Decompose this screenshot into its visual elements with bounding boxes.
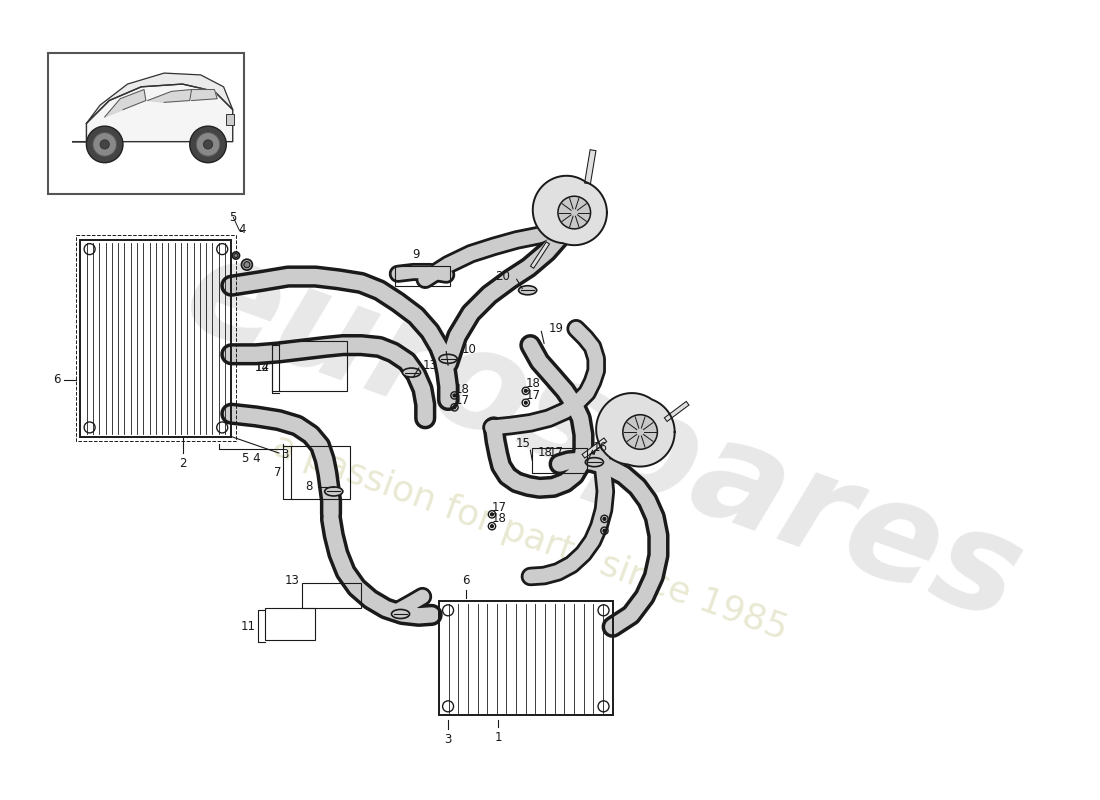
Text: 17: 17: [492, 502, 507, 514]
Bar: [76, 235, 235, 441]
Circle shape: [558, 196, 591, 229]
Polygon shape: [87, 73, 233, 123]
Text: 17: 17: [526, 389, 541, 402]
Circle shape: [204, 140, 212, 149]
Text: 17: 17: [549, 446, 563, 458]
Bar: [227, 114, 233, 126]
Bar: [301, 583, 361, 609]
Text: a passion for parts since 1985: a passion for parts since 1985: [268, 428, 792, 646]
Circle shape: [196, 133, 220, 156]
Circle shape: [232, 252, 240, 259]
Ellipse shape: [403, 368, 420, 377]
Text: 13: 13: [285, 574, 300, 586]
Circle shape: [453, 406, 455, 409]
Polygon shape: [73, 84, 233, 142]
Bar: [279, 341, 348, 391]
Circle shape: [525, 402, 527, 404]
Circle shape: [87, 126, 123, 162]
Text: 13: 13: [422, 358, 438, 372]
Text: 12: 12: [255, 361, 270, 374]
Circle shape: [100, 140, 109, 149]
Ellipse shape: [324, 487, 343, 496]
Text: 4: 4: [239, 222, 246, 235]
Bar: [47, 53, 244, 194]
Text: 10: 10: [462, 343, 476, 356]
Text: 16: 16: [593, 441, 607, 454]
Text: 6: 6: [53, 374, 60, 386]
Circle shape: [241, 259, 252, 270]
Polygon shape: [147, 90, 191, 102]
Ellipse shape: [392, 610, 409, 618]
Text: 5: 5: [230, 210, 236, 224]
Bar: [290, 446, 350, 498]
Ellipse shape: [518, 286, 537, 294]
Text: 8: 8: [306, 480, 312, 494]
Circle shape: [603, 530, 606, 532]
Polygon shape: [532, 176, 607, 245]
Text: 18: 18: [454, 382, 470, 395]
Circle shape: [244, 262, 250, 268]
Circle shape: [491, 525, 493, 527]
Ellipse shape: [439, 354, 458, 363]
Text: 1: 1: [495, 731, 502, 744]
Text: 11: 11: [241, 620, 256, 633]
Circle shape: [525, 390, 527, 392]
Bar: [80, 240, 231, 437]
Text: 18: 18: [538, 446, 552, 458]
Text: 5 4: 5 4: [242, 452, 261, 465]
Text: 18: 18: [526, 377, 541, 390]
Text: 15: 15: [516, 438, 530, 450]
Bar: [395, 266, 450, 286]
Text: 19: 19: [549, 322, 563, 335]
Text: 2: 2: [179, 457, 187, 470]
Circle shape: [603, 518, 606, 520]
Circle shape: [491, 513, 493, 516]
Bar: [532, 447, 587, 473]
Text: 7: 7: [274, 466, 282, 478]
Text: 18: 18: [492, 512, 507, 526]
Polygon shape: [104, 90, 146, 117]
Circle shape: [234, 254, 238, 258]
Text: 6: 6: [463, 574, 470, 586]
Text: 3: 3: [444, 733, 452, 746]
Circle shape: [453, 394, 455, 397]
Circle shape: [189, 126, 227, 162]
Circle shape: [92, 133, 117, 156]
Bar: [439, 601, 613, 715]
Polygon shape: [596, 393, 674, 466]
Text: 14: 14: [255, 362, 270, 374]
Bar: [265, 609, 316, 641]
Circle shape: [623, 414, 658, 450]
Text: eurospares: eurospares: [168, 223, 1040, 650]
Ellipse shape: [585, 458, 604, 466]
Text: 9: 9: [412, 248, 420, 261]
Text: 20: 20: [495, 270, 510, 283]
Polygon shape: [191, 90, 217, 101]
Text: 3: 3: [282, 448, 289, 462]
Text: 17: 17: [454, 394, 470, 406]
